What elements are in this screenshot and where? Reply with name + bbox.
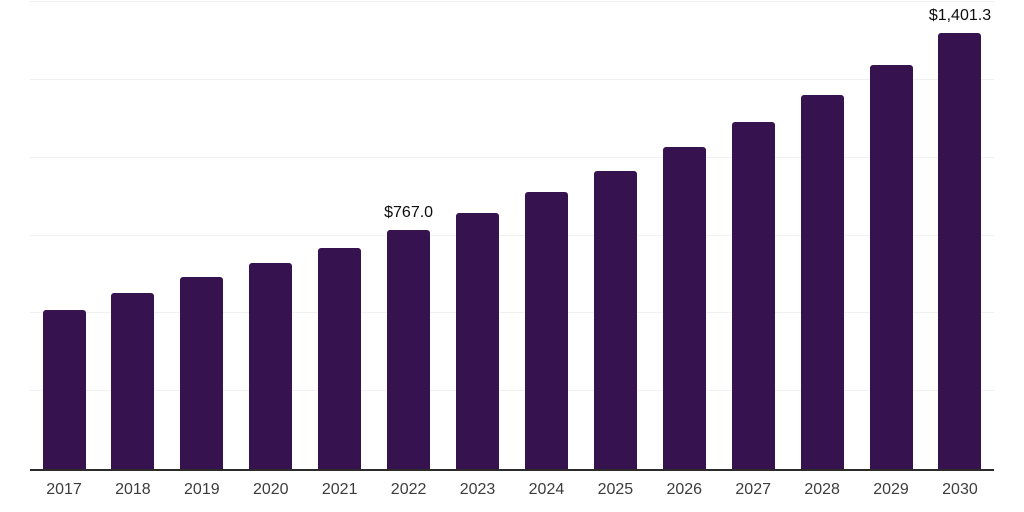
bar-2025	[593, 171, 637, 469]
bar-2030	[938, 32, 982, 469]
x-tick-2018: 2018	[115, 481, 151, 498]
bar-2019	[180, 276, 224, 469]
bar-2028	[800, 94, 844, 469]
gridline-250	[30, 390, 994, 392]
gridline-750	[30, 234, 994, 236]
bar-2022	[387, 230, 431, 469]
value-label-2030: $1,401.3	[928, 6, 992, 24]
gridline-1500	[30, 1, 994, 2]
x-tick-2024: 2024	[528, 481, 565, 498]
bar-2029	[869, 64, 913, 469]
bar-2017	[42, 309, 86, 469]
x-tick-2030: 2030	[942, 481, 978, 498]
x-tick-2027: 2027	[735, 481, 771, 498]
bar-2018	[111, 292, 155, 469]
gridline-1250	[30, 78, 994, 80]
x-tick-2020: 2020	[252, 481, 289, 498]
x-tick-2025: 2025	[597, 481, 634, 498]
plot-area: $767.0 $1,401.3	[30, 0, 994, 471]
x-tick-2029: 2029	[873, 481, 909, 498]
bar-2024	[524, 192, 568, 469]
x-axis: 2017 2018 2019 2020 2021 2022 2023 2024 2025 2026…	[0, 471, 1024, 512]
gridline-1000	[30, 156, 994, 158]
bar-2026	[662, 147, 706, 469]
x-tick-2028: 2028	[804, 481, 840, 498]
bar-2021	[318, 247, 362, 469]
x-tick-2022: 2022	[390, 481, 427, 498]
x-tick-2026: 2026	[666, 481, 703, 498]
bar-2020	[249, 262, 293, 469]
x-tick-2019: 2019	[184, 481, 220, 498]
gridline-500	[30, 312, 994, 314]
value-label-2022: $767.0	[384, 204, 434, 222]
x-tick-2023: 2023	[459, 481, 496, 498]
x-tick-2021: 2021	[321, 481, 358, 498]
bar-2027	[731, 121, 775, 469]
bar-2023	[456, 212, 500, 469]
x-tick-2017: 2017	[46, 481, 82, 498]
